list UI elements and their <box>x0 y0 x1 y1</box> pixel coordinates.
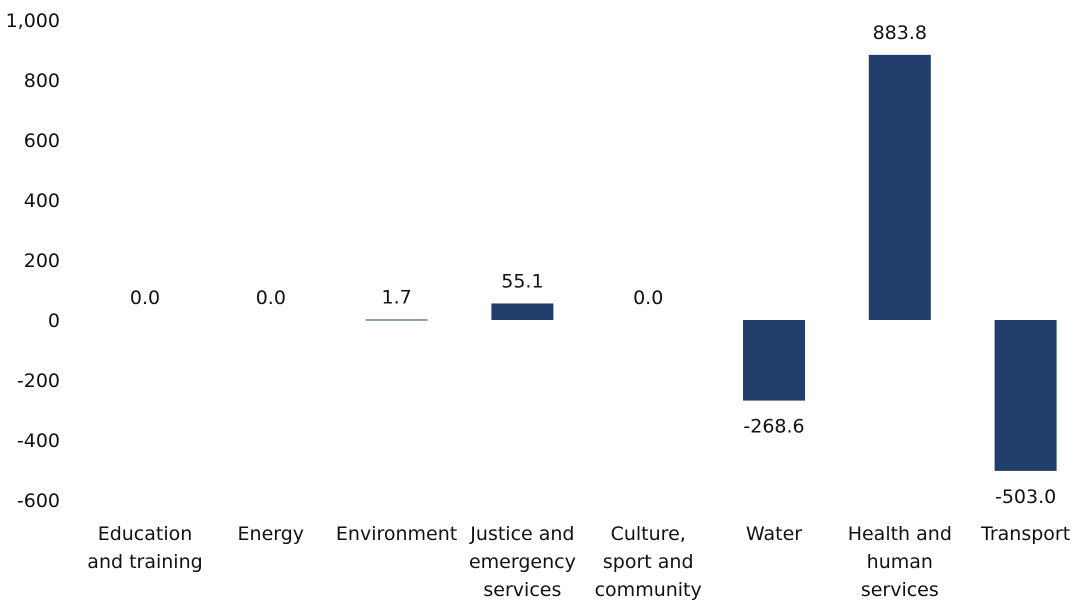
y-tick-label: 200 <box>24 250 60 272</box>
x-tick-label: Health and human services <box>848 523 952 600</box>
x-tick-label: Energy <box>238 523 305 545</box>
y-tick-label: 800 <box>24 70 60 92</box>
data-label: -268.6 <box>743 416 804 438</box>
x-tick-label: Culture, sport and community <box>595 523 702 600</box>
x-tick-label: Education and training <box>87 523 202 573</box>
bar <box>491 303 554 320</box>
x-tick-label: Justice and emergency services <box>469 523 576 600</box>
data-label: 0.0 <box>256 287 286 309</box>
data-label: -503.0 <box>995 486 1056 508</box>
data-label: 883.8 <box>873 22 927 44</box>
data-label: 55.1 <box>501 270 543 292</box>
x-tick-label: Environment <box>336 523 457 545</box>
x-tick-label: Water <box>746 523 802 545</box>
y-tick-label: 0 <box>48 310 60 332</box>
bar <box>994 320 1057 471</box>
y-tick-label: -400 <box>17 430 60 452</box>
y-tick-label: -200 <box>17 370 60 392</box>
y-tick-label: 600 <box>24 130 60 152</box>
bar <box>743 320 805 401</box>
bar-series <box>365 54 1057 471</box>
y-tick-label: -600 <box>17 490 60 512</box>
data-label: 1.7 <box>381 286 411 308</box>
data-labels: 0.0 0.0 1.7 55.1 0.0 -268.6 883.8 -503.0 <box>130 22 1056 508</box>
data-label: 0.0 <box>633 287 663 309</box>
bar <box>365 319 428 321</box>
x-tick-label: Transport <box>980 523 1070 545</box>
y-tick-label: 1,000 <box>6 10 60 32</box>
data-label: 0.0 <box>130 287 160 309</box>
x-axis: Education and training Energy Environment Ju… <box>87 523 1070 600</box>
bar <box>868 54 931 321</box>
y-tick-label: 400 <box>24 190 60 212</box>
y-axis: -600 -400 -200 0 200 400 600 800 1,000 <box>6 10 60 512</box>
